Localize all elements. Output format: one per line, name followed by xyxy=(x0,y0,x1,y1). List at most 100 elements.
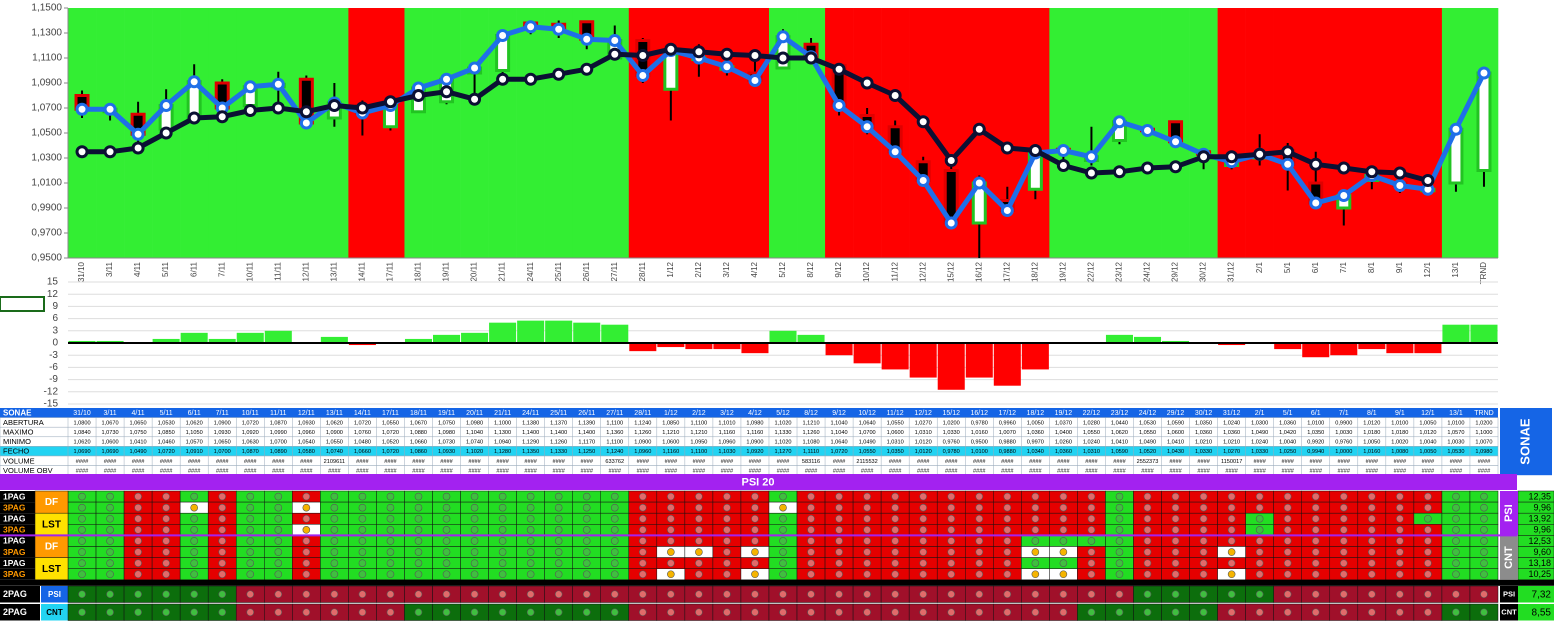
table-cell: #### xyxy=(552,468,565,474)
table-cell: #### xyxy=(1197,459,1210,465)
signal-dot xyxy=(639,548,647,556)
close-line-point xyxy=(1056,144,1070,157)
bottom-dot xyxy=(779,608,787,617)
table-cell: #### xyxy=(1253,459,1266,465)
signal-dot xyxy=(78,570,86,579)
signal-dot xyxy=(106,492,114,501)
signal-dot xyxy=(667,492,675,501)
x-tick-label: 9/1 xyxy=(1395,261,1404,273)
bottom-dot xyxy=(919,608,927,617)
trend-band xyxy=(1217,8,1246,258)
bottom-dot xyxy=(1227,590,1236,599)
bottom-side: PSI xyxy=(1503,590,1515,599)
signal-dot xyxy=(190,492,198,501)
table-cell: 1,0720 xyxy=(242,420,259,426)
table-cell: 2552373 xyxy=(1137,459,1159,465)
signal-dot xyxy=(1396,537,1404,545)
y-tick-label: -9 xyxy=(49,374,58,385)
signal-dot xyxy=(218,537,227,545)
signal-dot xyxy=(1480,570,1488,579)
table-cell: 2115532 xyxy=(856,459,877,465)
signal-dot xyxy=(1199,559,1208,567)
trend-band xyxy=(404,8,433,258)
y-tick-label: 1,0900 xyxy=(31,78,62,89)
bar xyxy=(629,343,657,352)
signal-dot xyxy=(1031,559,1040,567)
close-line-point xyxy=(1393,179,1407,192)
table-cell: #### xyxy=(917,468,930,474)
table-cell: 1,1240 xyxy=(606,449,623,455)
signal-dot xyxy=(947,570,956,579)
close-line-point xyxy=(103,102,117,116)
signal-dot xyxy=(1283,570,1292,579)
signal-dot xyxy=(1424,492,1432,501)
table-cell: #### xyxy=(833,468,846,474)
table-cell: 1,0930 xyxy=(438,449,455,455)
signal-dot xyxy=(947,548,956,556)
average-line-point xyxy=(468,92,482,106)
y-tick-label: 3 xyxy=(52,325,58,336)
signal-dot xyxy=(1003,526,1012,534)
table-cell: #### xyxy=(160,459,173,465)
table-cell: 1,0980 xyxy=(746,420,763,426)
table-date: 20/11 xyxy=(466,410,483,417)
bar xyxy=(236,332,264,343)
signal-label-bg xyxy=(0,513,35,525)
table-cell: #### xyxy=(945,468,958,474)
signal-dot xyxy=(470,559,479,567)
table-cell: #### xyxy=(1422,468,1435,474)
signal-dot xyxy=(1115,559,1124,567)
signal-dot xyxy=(695,570,703,579)
signal-dot xyxy=(863,570,871,579)
trend-band xyxy=(1357,8,1387,258)
x-tick-label: 8/1 xyxy=(1367,261,1376,273)
signal-dot xyxy=(695,492,703,501)
bar xyxy=(573,322,601,343)
table-date: 13/1 xyxy=(1449,410,1463,417)
table-cell: #### xyxy=(945,459,958,465)
signal-dot xyxy=(639,526,647,534)
table-cell: 1,0930 xyxy=(214,430,231,436)
table-cell: 1,0750 xyxy=(130,430,147,436)
signal-dot xyxy=(1059,526,1068,534)
table-cell: 1,0720 xyxy=(382,430,399,436)
close-line-point xyxy=(187,75,201,89)
table-date: 18/11 xyxy=(410,410,427,417)
x-tick-label: 3/12 xyxy=(722,261,731,277)
signal-dot xyxy=(1368,514,1376,523)
signal-dot xyxy=(639,559,647,567)
table-cell: 1,0850 xyxy=(158,430,175,436)
table-cell: 1,0640 xyxy=(859,420,876,426)
table-cell: 1,0050 xyxy=(1027,420,1044,426)
signal-dot xyxy=(1283,492,1292,501)
table-cell: #### xyxy=(552,459,565,465)
group-label: DF xyxy=(45,497,58,508)
bar xyxy=(965,343,993,378)
table-cell: #### xyxy=(580,459,593,465)
signal-dot xyxy=(863,514,871,523)
table-cell: #### xyxy=(609,468,622,474)
average-line-point xyxy=(271,101,285,115)
x-tick-label: TRND xyxy=(1479,262,1488,284)
table-cell: #### xyxy=(1169,459,1182,465)
signal-dot xyxy=(218,559,227,567)
x-tick-label: 2/1 xyxy=(1255,261,1264,273)
signal-dot xyxy=(442,548,451,556)
signal-dot xyxy=(498,559,507,567)
signal-dot xyxy=(218,570,227,579)
table-cell: 1,1360 xyxy=(606,430,623,436)
average-line-point xyxy=(720,47,734,61)
signal-dot xyxy=(274,514,283,523)
bar xyxy=(1133,336,1162,343)
bottom-dot xyxy=(190,608,198,617)
table-cell: 1,0310 xyxy=(915,430,932,436)
table-cell: 1,0550 xyxy=(382,420,399,426)
signal-dot xyxy=(302,503,311,512)
x-tick-label: 17/12 xyxy=(1002,261,1011,282)
bottom-dot xyxy=(1199,608,1208,617)
table-cell: #### xyxy=(749,459,762,465)
signal-dot xyxy=(414,526,423,534)
bottom-dot xyxy=(498,590,507,599)
table-cell: #### xyxy=(524,459,537,465)
